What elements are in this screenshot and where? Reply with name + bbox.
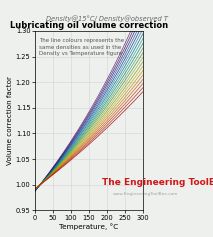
Text: Density@15°C/ Density@observed T: Density@15°C/ Density@observed T [46, 15, 167, 22]
Y-axis label: Volume correction factor: Volume correction factor [7, 76, 13, 165]
Text: The Engineering ToolBox: The Engineering ToolBox [102, 178, 213, 187]
Title: Lubricating oil volume correction: Lubricating oil volume correction [10, 21, 168, 30]
Text: The line colours represents the
same densities as used in the
Density vs Tempera: The line colours represents the same den… [39, 38, 124, 56]
X-axis label: Temperature, °C: Temperature, °C [59, 223, 118, 230]
Text: www.EngineeringToolBox.com: www.EngineeringToolBox.com [113, 192, 178, 196]
